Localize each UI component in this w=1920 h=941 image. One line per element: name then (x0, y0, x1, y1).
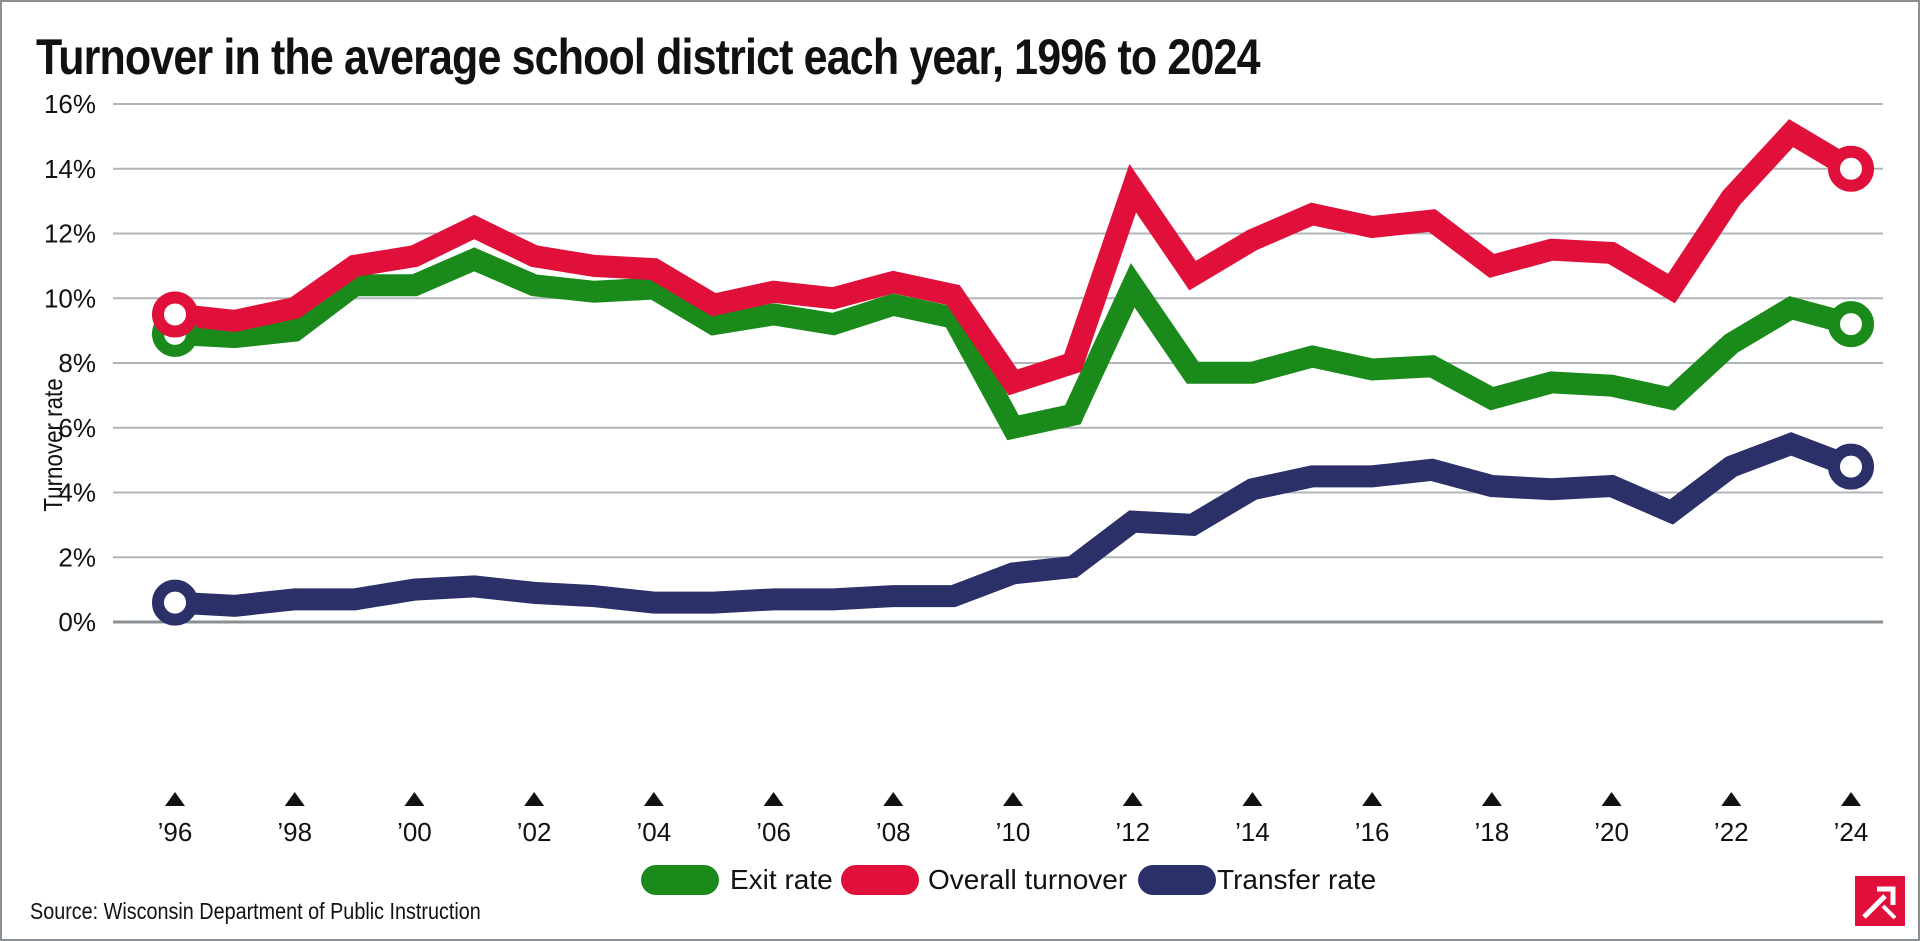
legend: Exit rate Overall turnover Transfer rate (641, 864, 1376, 895)
x-tick-label: ’00 (397, 817, 432, 847)
x-tick-label: ’20 (1594, 817, 1629, 847)
endpoint-marker-transfer-rate-1996 (152, 579, 198, 626)
series-line-overall-turnover (173, 119, 1857, 396)
x-tick-marker (763, 792, 784, 806)
endpoint-marker-overall-turnover-2024 (1828, 145, 1874, 192)
y-tick-label: 4% (58, 478, 96, 508)
x-tick-label: ’06 (756, 817, 791, 847)
y-axis-label: Turnover rate (39, 378, 68, 511)
y-tick-label: 14% (44, 154, 96, 184)
x-tick-label: ’18 (1475, 817, 1510, 847)
y-tick-label: 8% (58, 348, 96, 378)
x-tick-marker (883, 792, 904, 806)
endpoint-marker-transfer-rate-2024 (1828, 443, 1874, 490)
data-series (152, 119, 1874, 626)
x-axis-ticks: ’96 ’98 ’00 ’02 ’04 ’06 ’08 ’10 ’12 ’14 ’16 ’18 ’20 ’… (158, 792, 1869, 847)
y-tick-label: 10% (44, 283, 96, 313)
source-note: Source: Wisconsin Department of Public I… (30, 898, 481, 924)
x-tick-label: ’96 (158, 817, 193, 847)
x-tick-label: ’12 (1115, 817, 1150, 847)
legend-label: Overall turnover (928, 864, 1127, 895)
x-tick-marker (284, 792, 305, 806)
series-overall-turnover (173, 119, 1857, 396)
legend-item-exit-rate: Exit rate (641, 864, 833, 895)
x-tick-label: ’08 (876, 817, 911, 847)
x-tick-marker (524, 792, 545, 806)
legend-label: Exit rate (730, 864, 833, 895)
legend-item-overall-turnover: Overall turnover (841, 864, 1127, 895)
x-tick-label: ’22 (1714, 817, 1749, 847)
x-tick-label: ’16 (1355, 817, 1390, 847)
x-tick-marker (1481, 792, 1502, 806)
series-line-transfer-rate (174, 432, 1855, 617)
x-tick-label: ’98 (277, 817, 312, 847)
y-tick-label: 2% (58, 542, 96, 572)
series-exit-rate (174, 247, 1854, 441)
y-tick-label: 0% (58, 607, 96, 637)
x-tick-marker (1841, 792, 1861, 806)
endpoint-marker-exit-rate-2024 (1828, 301, 1874, 348)
x-tick-label: ’04 (637, 817, 672, 847)
x-tick-marker (1003, 792, 1023, 806)
x-tick-marker (1721, 792, 1742, 806)
brand-logo-icon (1855, 876, 1905, 926)
legend-label: Transfer rate (1217, 864, 1376, 895)
legend-item-transfer-rate: Transfer rate (1138, 864, 1376, 895)
x-tick-marker (643, 792, 664, 806)
y-axis-ticks: 0% 2% 4% 6% 8% 10% 12% 14% 16% (44, 89, 96, 637)
x-tick-label: ’02 (517, 817, 552, 847)
x-tick-label: ’14 (1235, 817, 1270, 847)
x-tick-marker (165, 792, 185, 806)
y-tick-label: 16% (44, 89, 96, 119)
y-tick-label: 6% (58, 413, 96, 443)
y-tick-label: 12% (44, 219, 96, 249)
x-tick-marker (1362, 792, 1383, 806)
x-tick-marker (1242, 792, 1263, 806)
series-transfer-rate (174, 432, 1855, 617)
x-tick-marker (1122, 792, 1143, 806)
x-tick-label: ’10 (996, 817, 1031, 847)
x-tick-marker (404, 792, 425, 806)
x-tick-marker (1601, 792, 1622, 806)
series-line-exit-rate (174, 247, 1854, 441)
chart-title: Turnover in the average school district … (36, 29, 1261, 85)
endpoint-marker-overall-turnover-1996 (152, 291, 198, 338)
x-tick-label: ’24 (1834, 817, 1869, 847)
